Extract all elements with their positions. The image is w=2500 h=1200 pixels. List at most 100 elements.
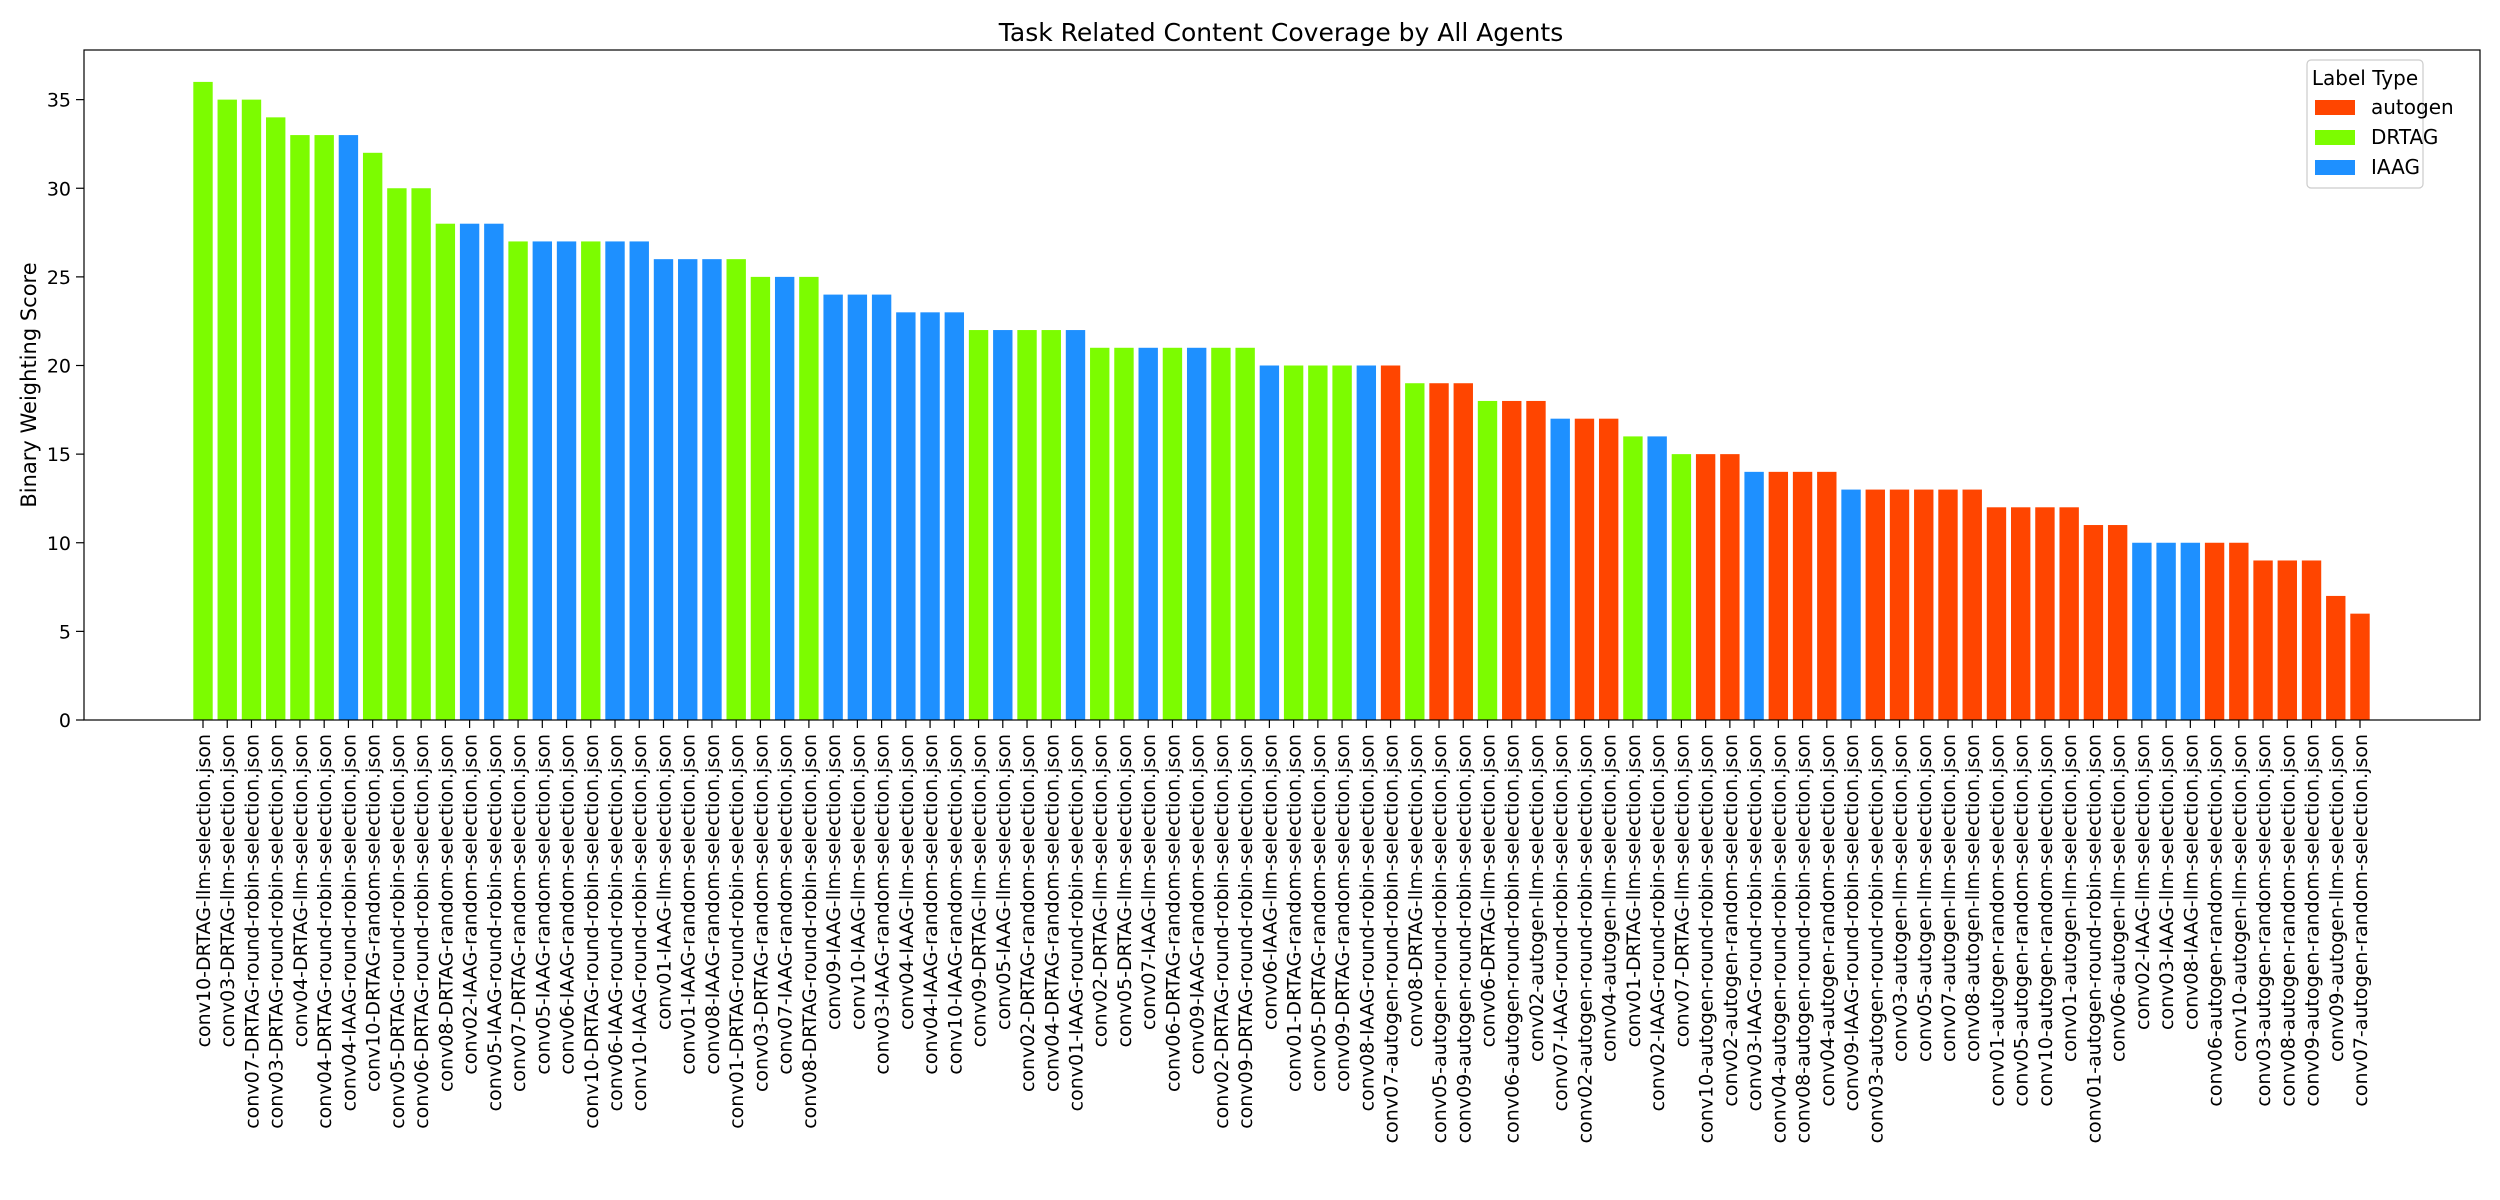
x-tick-label: conv06-DRTAG-random-selection.json — [1162, 734, 1184, 1092]
x-tick-label: conv07-autogen-random-selection.json — [2350, 734, 2372, 1107]
bar-conv07-IAAG-random-selection — [774, 276, 795, 720]
x-tick-label: conv07-IAAG-llm-selection.json — [1138, 734, 1160, 1030]
x-tick-label: conv09-autogen-random-selection.json — [2302, 734, 2324, 1107]
bar-conv01-IAAG-random-selection — [678, 259, 698, 720]
bar-conv08-IAAG-llm-selection — [2180, 542, 2201, 720]
x-tick-label: conv02-IAAG-round-robin-selection.json — [1647, 734, 1669, 1111]
bar-conv07-DRTAG-random-selection — [508, 241, 528, 720]
bar-conv06-autogen-llm-selection — [2107, 525, 2128, 720]
x-tick-label: conv05-autogen-random-selection.json — [2011, 734, 2033, 1107]
bar-conv05-IAAG-llm-selection — [993, 330, 1013, 720]
x-tick-label: conv09-DRTAG-llm-selection.json — [969, 734, 991, 1047]
x-tick-label: conv09-autogen-llm-selection.json — [2326, 734, 2348, 1062]
bar-conv04-IAAG-llm-selection — [896, 312, 916, 720]
x-tick-label: conv09-IAAG-round-robin-selection.json — [1841, 734, 1863, 1111]
y-tick-label: 35 — [47, 90, 71, 112]
x-tick-label: conv04-IAAG-round-robin-selection.json — [338, 734, 360, 1111]
x-tick-label: conv05-autogen-round-robin-selection.jso… — [1429, 734, 1451, 1143]
bar-conv05-IAAG-random-selection — [532, 241, 552, 720]
x-tick-label: conv10-autogen-random-selection.json — [2035, 734, 2057, 1107]
bar-conv10-autogen-llm-selection — [2229, 542, 2249, 720]
x-tick-label: conv05-DRTAG-random-selection.json — [1308, 734, 1330, 1092]
x-tick-label: conv01-autogen-random-selection.json — [1986, 734, 2008, 1107]
bar-conv01-autogen-llm-selection — [2059, 507, 2079, 720]
bar-conv02-autogen-llm-selection — [1526, 400, 1546, 720]
bar-conv04-DRTAG-random-selection — [1041, 330, 1061, 720]
x-tick-label: conv07-DRTAG-random-selection.json — [508, 734, 530, 1092]
x-tick-label: conv08-autogen-llm-selection.json — [1962, 734, 1984, 1062]
legend-swatch-autogen — [2315, 100, 2355, 115]
y-tick-label: 15 — [47, 444, 71, 466]
x-tick-label: conv09-IAAG-llm-selection.json — [823, 734, 845, 1030]
x-tick-label: conv07-autogen-llm-selection.json — [1938, 734, 1960, 1062]
bar-conv02-IAAG-random-selection — [459, 223, 480, 720]
y-tick-label: 5 — [59, 621, 71, 643]
x-tick-label: conv03-autogen-llm-selection.json — [1890, 734, 1912, 1062]
bar-conv08-IAAG-round-robin-selection — [1356, 365, 1377, 720]
x-tick-label: conv10-autogen-round-robin-selection.jso… — [1696, 734, 1718, 1143]
x-tick-label: conv06-IAAG-round-robin-selection.json — [605, 734, 627, 1111]
x-tick-label: conv02-autogen-random-selection.json — [1720, 734, 1742, 1107]
x-tick-label: conv03-IAAG-random-selection.json — [872, 734, 894, 1075]
bar-conv06-DRTAG-random-selection — [1162, 347, 1183, 720]
bar-conv08-DRTAG-random-selection — [435, 223, 456, 720]
x-tick-label: conv03-IAAG-llm-selection.json — [2156, 734, 2178, 1030]
x-tick-label: conv07-DRTAG-llm-selection.json — [1671, 734, 1693, 1047]
bar-conv08-IAAG-random-selection — [702, 259, 722, 720]
bar-conv06-IAAG-round-robin-selection — [605, 241, 625, 720]
bar-conv06-DRTAG-llm-selection — [1477, 400, 1498, 720]
x-tick-label: conv10-IAAG-random-selection.json — [944, 734, 966, 1075]
x-tick-label: conv06-autogen-llm-selection.json — [2108, 734, 2130, 1062]
bar-conv07-IAAG-round-robin-selection — [1550, 418, 1570, 720]
bar-conv10-autogen-random-selection — [2035, 507, 2055, 720]
bar-conv02-IAAG-llm-selection — [2132, 542, 2152, 720]
bar-conv10-DRTAG-llm-selection — [193, 81, 213, 720]
bar-conv05-DRTAG-random-selection — [1308, 365, 1328, 720]
bar-conv03-autogen-llm-selection — [1889, 489, 1910, 720]
bar-conv09-IAAG-random-selection — [1186, 347, 1207, 720]
x-tick-label: conv03-DRTAG-round-robin-selection.json — [266, 734, 288, 1129]
bar-conv07-autogen-round-robin-selection — [1380, 365, 1401, 720]
plot-frame — [83, 49, 2481, 721]
bar-conv06-IAAG-random-selection — [556, 241, 577, 720]
legend-label-drtag: DRTAG — [2371, 125, 2438, 149]
x-tick-label: conv05-IAAG-random-selection.json — [532, 734, 554, 1075]
bar-conv01-DRTAG-llm-selection — [1623, 436, 1643, 720]
x-tick-label: conv03-autogen-random-selection.json — [2253, 734, 2275, 1107]
y-tick-label: 30 — [47, 178, 71, 200]
x-tick-label: conv08-DRTAG-round-robin-selection.json — [799, 734, 821, 1129]
bar-conv01-IAAG-round-robin-selection — [1065, 330, 1086, 720]
x-tick-label: conv02-autogen-round-robin-selection.jso… — [1574, 734, 1596, 1143]
bar-conv01-autogen-round-robin-selection — [2083, 525, 2104, 720]
x-tick-label: conv08-autogen-random-selection.json — [2277, 734, 2299, 1107]
bar-conv07-IAAG-llm-selection — [1138, 347, 1158, 720]
bar-conv09-autogen-random-selection — [2301, 560, 2322, 720]
bar-conv04-autogen-llm-selection — [1598, 418, 1619, 720]
x-tick-label: conv05-IAAG-round-robin-selection.json — [484, 734, 506, 1111]
bar-conv09-DRTAG-llm-selection — [968, 330, 989, 720]
x-tick-label: conv07-autogen-round-robin-selection.jso… — [1381, 734, 1403, 1143]
x-tick-label: conv08-DRTAG-random-selection.json — [435, 734, 457, 1092]
x-tick-label: conv07-IAAG-round-robin-selection.json — [1550, 734, 1572, 1111]
x-tick-label: conv02-DRTAG-random-selection.json — [1017, 734, 1039, 1092]
bar-conv04-IAAG-round-robin-selection — [338, 135, 359, 720]
bar-conv01-DRTAG-random-selection — [1283, 365, 1304, 720]
legend-label-autogen: autogen — [2371, 95, 2454, 119]
x-tick-label: conv01-autogen-llm-selection.json — [2059, 734, 2081, 1062]
y-tick-label: 25 — [47, 267, 71, 289]
bar-conv03-IAAG-random-selection — [871, 294, 892, 720]
bar-conv06-IAAG-llm-selection — [1259, 365, 1280, 720]
bar-conv09-IAAG-llm-selection — [823, 294, 843, 720]
x-tick-label: conv02-DRTAG-llm-selection.json — [1090, 734, 1112, 1047]
bar-conv07-autogen-llm-selection — [1938, 489, 1958, 720]
y-axis-title: Binary Weighting Score — [17, 262, 41, 507]
x-tick-label: conv10-DRTAG-llm-selection.json — [193, 734, 215, 1047]
x-tick-label: conv08-IAAG-llm-selection.json — [2180, 734, 2202, 1030]
x-tick-label: conv04-IAAG-random-selection.json — [920, 734, 942, 1075]
x-tick-label: conv04-IAAG-llm-selection.json — [896, 734, 918, 1030]
x-tick-label: conv06-DRTAG-llm-selection.json — [1478, 734, 1500, 1047]
y-tick-label: 10 — [47, 533, 71, 555]
bar-conv02-DRTAG-llm-selection — [1090, 347, 1110, 720]
x-tick-label: conv10-IAAG-round-robin-selection.json — [629, 734, 651, 1111]
